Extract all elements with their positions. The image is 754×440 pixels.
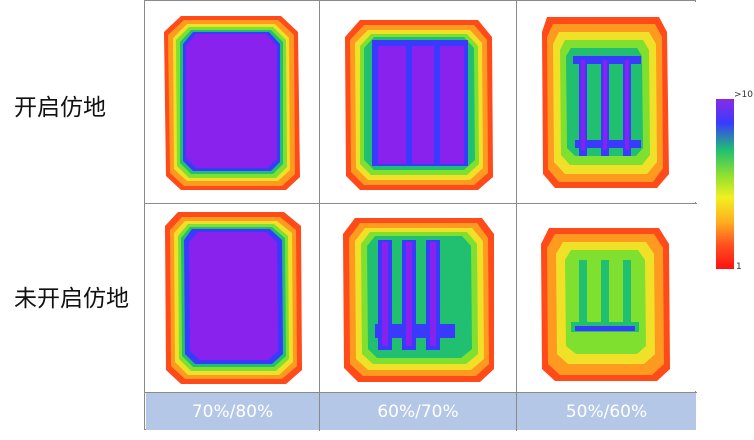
column-label-70-80: 70%/80% [146, 393, 319, 430]
heatmap-cell-r2-c2 [320, 204, 516, 391]
heatmap-cell-r1-c3 [517, 2, 696, 202]
grid-line [145, 392, 697, 393]
heatmap-cell-r2-c1 [146, 204, 319, 391]
heatmap-grid: 70%/80% 60%/70% 50%/60% [144, 0, 697, 431]
grid-line [319, 1, 320, 431]
grid-line [516, 1, 517, 431]
heatmap-cell-r1-c1 [146, 2, 319, 202]
column-label-50-60: 50%/60% [517, 393, 696, 430]
column-label-60-70: 60%/70% [320, 393, 516, 430]
colorbar-max-label: >10 [734, 90, 753, 100]
row-label-terrain-follow-on: 开启仿地 [14, 95, 106, 121]
grid-line [145, 203, 697, 204]
heatmap-cell-r1-c2 [320, 2, 516, 202]
row-label-terrain-follow-off: 未开启仿地 [14, 286, 129, 312]
colorbar-legend [716, 99, 734, 269]
heatmap-cell-r2-c3 [517, 204, 696, 391]
colorbar-min-label: 1 [736, 262, 742, 272]
